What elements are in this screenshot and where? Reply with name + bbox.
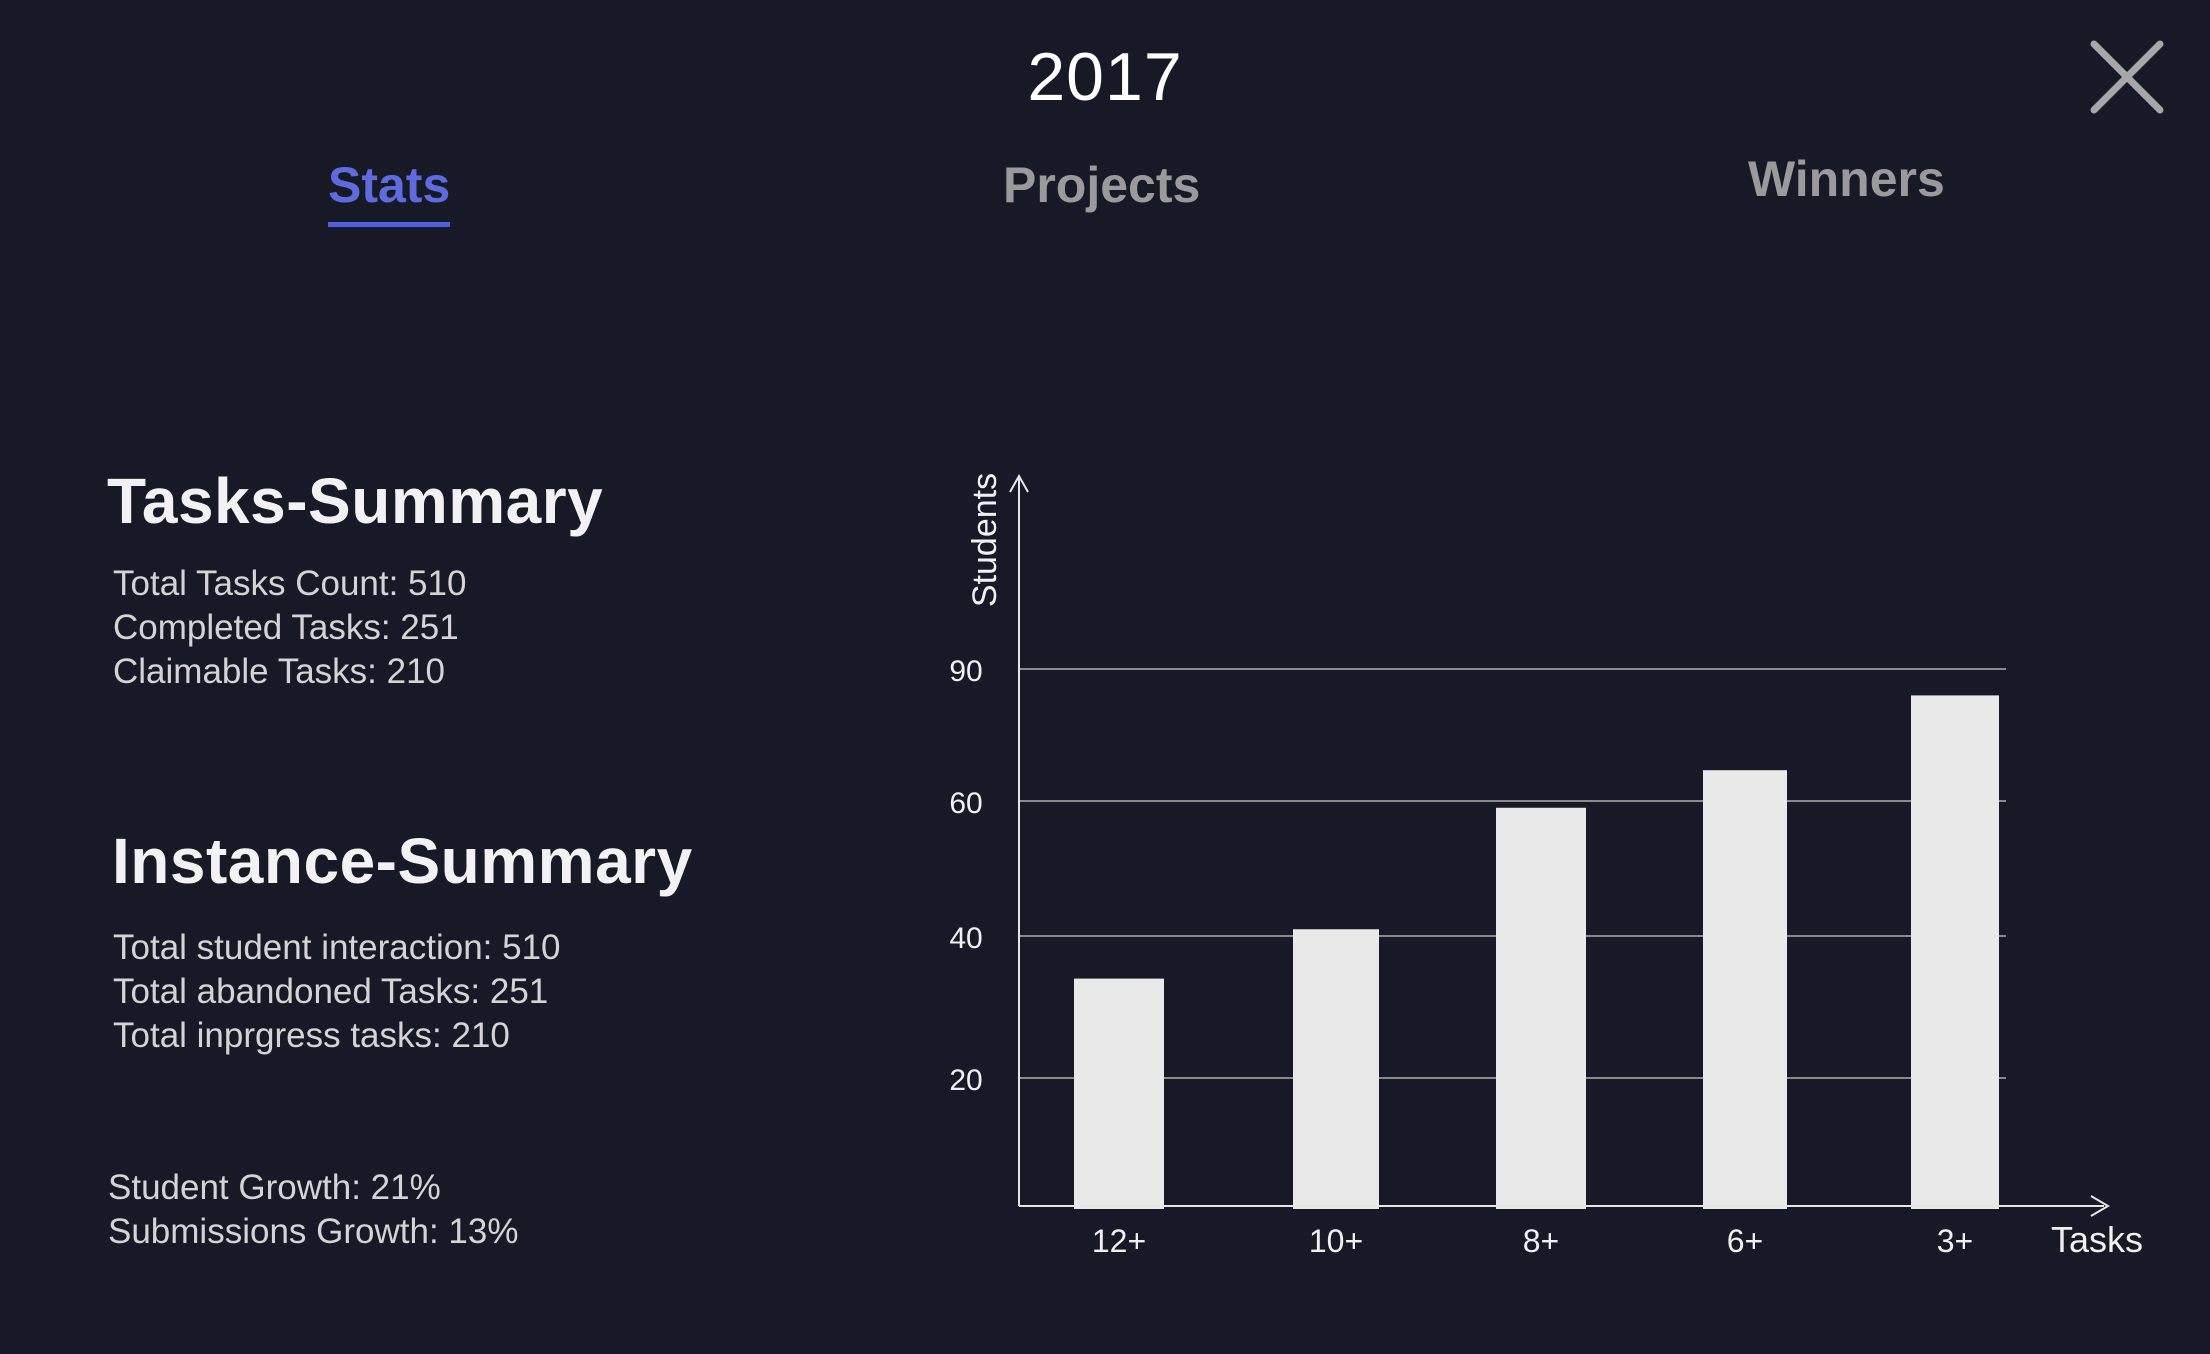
page-title: 2017 — [1027, 39, 1183, 115]
completed-tasks: Completed Tasks: 251 — [113, 608, 459, 647]
total-tasks-count: Total Tasks Count: 510 — [113, 564, 467, 603]
tab-projects[interactable]: Projects — [1003, 157, 1201, 213]
tasks-summary-heading: Tasks-Summary — [107, 465, 604, 537]
total-abandoned-tasks: Total abandoned Tasks: 251 — [113, 972, 549, 1011]
total-student-interaction: Total student interaction: 510 — [113, 928, 561, 967]
bar-8plus — [1496, 807, 1586, 1209]
student-growth: Student Growth: 21% — [108, 1168, 441, 1207]
y-tick-label: 60 — [949, 787, 982, 820]
y-tick-label: 40 — [949, 922, 982, 955]
total-inprogress-tasks: Total inprgress tasks: 210 — [113, 1016, 510, 1055]
y-axis-label: Students — [966, 473, 1004, 607]
instance-summary-heading: Instance-Summary — [112, 825, 693, 897]
x-tick-label: 8+ — [1523, 1223, 1559, 1259]
x-tick-label: 6+ — [1727, 1223, 1763, 1259]
bar-12plus — [1074, 978, 1164, 1209]
x-axis-label: Tasks — [2051, 1219, 2143, 1260]
claimable-tasks: Claimable Tasks: 210 — [113, 652, 446, 691]
bar-3plus — [1911, 695, 1999, 1209]
bar-6plus — [1703, 770, 1787, 1209]
tab-stats[interactable]: Stats — [328, 156, 451, 227]
instance-summary-list: Total student interaction: 510 Total aba… — [113, 926, 561, 1058]
y-axis-arrow-icon — [1009, 473, 1029, 493]
y-tick-label: 90 — [949, 655, 982, 688]
x-tick-label: 12+ — [1092, 1223, 1146, 1259]
submissions-growth: Submissions Growth: 13% — [108, 1212, 519, 1251]
tasks-summary-list: Total Tasks Count: 510 Completed Tasks: … — [113, 562, 466, 694]
x-axis-arrow-icon — [2090, 1195, 2110, 1217]
close-icon[interactable] — [2088, 38, 2166, 116]
tab-winners[interactable]: Winners — [1748, 151, 1945, 207]
x-tick-label: 3+ — [1937, 1223, 1973, 1259]
x-tick-label: 10+ — [1309, 1223, 1363, 1259]
bar-10plus — [1293, 929, 1379, 1209]
y-tick-label: 20 — [949, 1064, 982, 1097]
growth-list: Student Growth: 21% Submissions Growth: … — [108, 1166, 518, 1254]
